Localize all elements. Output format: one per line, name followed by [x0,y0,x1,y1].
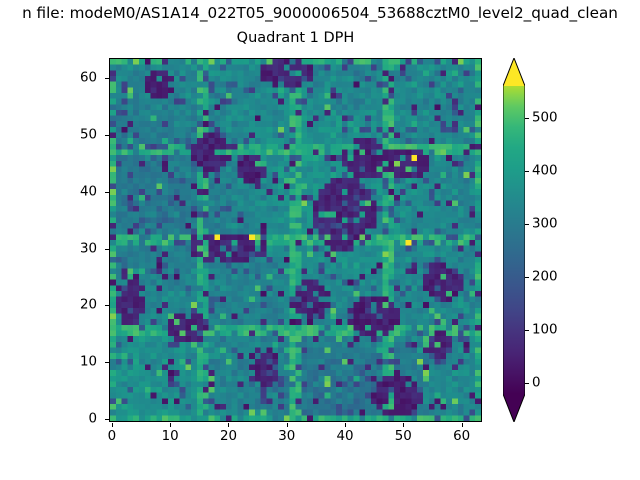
x-tick-mark [111,423,113,427]
y-tick-mark [105,77,109,79]
colorbar-tick-label: 500 [532,110,558,126]
y-tick-label: 0 [88,411,97,427]
colorbar-tick-label: 400 [532,163,558,179]
y-tick-label: 20 [79,297,97,313]
colorbar-tick-mark [525,330,529,332]
colorbar-tick-label: 200 [532,269,558,285]
x-tick-mark [170,423,172,427]
colorbar-extend-max [503,58,525,86]
heatmap-axes [109,58,482,422]
colorbar [503,58,525,422]
y-tick-label: 50 [79,127,97,143]
x-tick-label: 60 [453,429,471,444]
x-tick-mark [461,423,463,427]
axes-title: Quadrant 1 DPH [236,30,355,46]
y-tick-label: 40 [79,184,97,200]
x-tick-mark [345,423,347,427]
x-tick-label: 0 [107,429,117,444]
colorbar-tick-label: 300 [532,216,558,232]
colorbar-tick-mark [525,170,529,172]
colorbar-tick-label: 0 [532,375,541,391]
y-tick-mark [105,419,109,421]
x-tick-label: 50 [394,429,412,444]
x-tick-label: 20 [219,429,237,444]
y-tick-mark [105,134,109,136]
x-tick-label: 40 [336,429,354,444]
y-tick-mark [105,248,109,250]
y-tick-label: 30 [79,241,97,257]
x-tick-mark [286,423,288,427]
x-tick-mark [228,423,230,427]
y-tick-label: 10 [79,354,97,370]
colorbar-gradient [503,58,525,422]
x-tick-mark [403,423,405,427]
figure-suptitle: n file: modeM0/AS1A14_022T05_9000006504_… [22,4,618,22]
colorbar-tick-label: 100 [532,322,558,338]
y-tick-mark [105,191,109,193]
colorbar-tick-mark [525,277,529,279]
y-tick-mark [105,305,109,307]
colorbar-tick-mark [525,117,529,119]
y-tick-label: 60 [79,70,97,86]
y-tick-mark [105,362,109,364]
colorbar-extend-min [503,394,525,422]
x-tick-label: 10 [161,429,179,444]
colorbar-tick-mark [525,383,529,385]
colorbar-tick-mark [525,224,529,226]
colorbar-body [503,86,525,394]
detector-heatmap-image [110,59,481,421]
x-tick-label: 30 [278,429,296,444]
